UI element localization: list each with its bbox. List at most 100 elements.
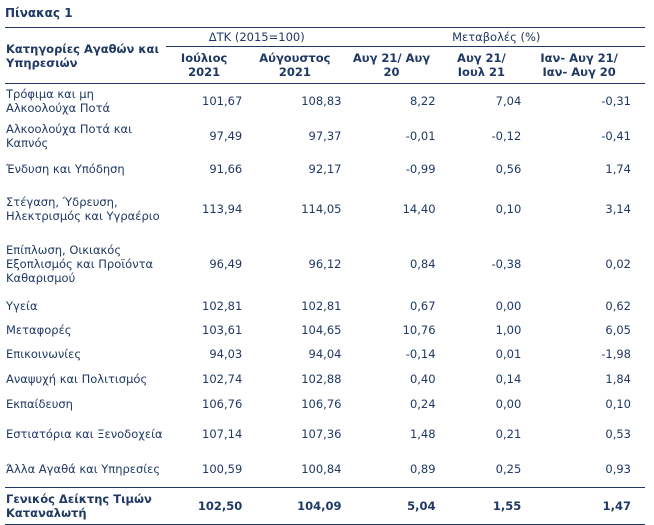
row-jul: 91,66 bbox=[209, 161, 243, 176]
row-yoy: -0,14 bbox=[405, 346, 436, 361]
row-mom: 0,00 bbox=[495, 298, 522, 313]
row-mom: 0,10 bbox=[495, 201, 522, 216]
row-ytd: 0,62 bbox=[605, 298, 631, 313]
table-row: Αλκοολούχα Ποτά και Καπνός 97,49 97,37 -0,0… bbox=[5, 118, 645, 154]
row-ytd: 1,84 bbox=[605, 371, 631, 386]
row-category: Ένδυση και Υπόδηση bbox=[6, 161, 125, 176]
header-row-columns: Ιούλιος 2021 Αύγουστος 2021 Αυγ 21/ Αυγ … bbox=[5, 46, 645, 84]
row-yoy: 0,84 bbox=[409, 256, 436, 271]
row-aug: 102,81 bbox=[301, 298, 342, 313]
table-row: Τρόφιμα και μη Αλκοολούχα Ποτά 101,67 108,… bbox=[5, 84, 645, 118]
row-aug: 106,76 bbox=[301, 396, 342, 411]
row-aug: 114,05 bbox=[301, 201, 342, 216]
header-col-jul: Ιούλιος 2021 bbox=[166, 46, 249, 84]
cpi-table: Κατηγορίες Αγαθών και Υπηρεσιών ΔΤΚ (201… bbox=[5, 27, 645, 525]
table-row: Υγεία 102,81 102,81 0,67 0,00 0,62 bbox=[5, 294, 645, 318]
row-jul: 100,59 bbox=[202, 462, 243, 477]
row-mom: 0,14 bbox=[495, 371, 522, 386]
row-yoy: 1,48 bbox=[409, 426, 436, 441]
row-category: Εστιατόρια και Ξενοδοχεία bbox=[6, 426, 163, 441]
row-category: Άλλα Αγαθά και Υπηρεσίες bbox=[6, 462, 161, 477]
header-row-groups: Κατηγορίες Αγαθών και Υπηρεσιών ΔΤΚ (201… bbox=[5, 27, 645, 84]
row-mom: 1,00 bbox=[495, 322, 522, 337]
table-row: Μεταφορές 103,61 104,65 10,76 1,00 6,05 bbox=[5, 318, 645, 342]
row-aug: 108,83 bbox=[301, 93, 342, 108]
row-aug: 100,84 bbox=[301, 462, 342, 477]
row-yoy: 10,76 bbox=[402, 322, 436, 337]
total-category: Γενικός Δείκτης Τιμών Καταναλωτή bbox=[5, 487, 167, 525]
row-category: Στέγαση, Ύδρευση, Ηλεκτρισμός και Υγραέρ… bbox=[6, 194, 160, 223]
row-yoy: 0,67 bbox=[409, 298, 436, 313]
row-ytd: -0,31 bbox=[601, 93, 631, 108]
row-jul: 103,61 bbox=[202, 322, 243, 337]
row-mom: 0,00 bbox=[495, 396, 522, 411]
row-yoy: -0,01 bbox=[405, 128, 436, 143]
row-jul: 101,67 bbox=[202, 93, 243, 108]
row-aug: 94,04 bbox=[308, 346, 342, 361]
row-ytd: 0,93 bbox=[605, 462, 631, 477]
row-aug: 97,37 bbox=[308, 128, 342, 143]
total-ytd: 1,47 bbox=[527, 487, 645, 525]
table-row: Αναψυχή και Πολιτισμός 102,74 102,88 0,40 0,… bbox=[5, 366, 645, 392]
total-jul: 102,50 bbox=[166, 487, 249, 525]
row-yoy: 0,89 bbox=[409, 462, 436, 477]
row-category: Επίπλωση, Οικιακός Εξοπλισμός και Προϊόν… bbox=[6, 242, 154, 285]
row-mom: -0,12 bbox=[491, 128, 522, 143]
row-ytd: 0,10 bbox=[605, 396, 631, 411]
row-yoy: 14,40 bbox=[402, 201, 436, 216]
header-col-ytd: Ιαν- Αυγ 21/ Ιαν- Αυγ 20 bbox=[527, 46, 645, 84]
row-jul: 113,94 bbox=[202, 201, 243, 216]
row-mom: 7,04 bbox=[495, 93, 522, 108]
row-jul: 96,49 bbox=[209, 256, 243, 271]
row-mom: 0,01 bbox=[495, 346, 522, 361]
row-yoy: 8,22 bbox=[409, 93, 436, 108]
row-category: Αναψυχή και Πολιτισμός bbox=[6, 371, 148, 386]
row-aug: 102,88 bbox=[301, 371, 342, 386]
row-ytd: 1,74 bbox=[605, 161, 631, 176]
row-mom: 0,56 bbox=[495, 161, 522, 176]
row-aug: 92,17 bbox=[308, 161, 342, 176]
table-title: Πίνακας 1 bbox=[5, 6, 73, 20]
row-yoy: -0,99 bbox=[405, 161, 436, 176]
table-row: Στέγαση, Ύδρευση, Ηλεκτρισμός και Υγραέρ… bbox=[5, 184, 645, 234]
header-group-index: ΔΤΚ (2015=100) bbox=[166, 27, 348, 47]
row-jul: 106,76 bbox=[202, 396, 243, 411]
table-row: Άλλα Αγαθά και Υπηρεσίες 100,59 100,84 0,89… bbox=[5, 452, 645, 488]
header-col-aug: Αύγουστος 2021 bbox=[248, 46, 348, 84]
row-ytd: 6,05 bbox=[605, 322, 631, 337]
row-jul: 97,49 bbox=[209, 128, 243, 143]
table-body: Τρόφιμα και μη Αλκοολούχα Ποτά 101,67 108,… bbox=[5, 84, 645, 488]
row-aug: 96,12 bbox=[308, 256, 342, 271]
row-ytd: 3,14 bbox=[605, 201, 631, 216]
table-row: Ένδυση και Υπόδηση 91,66 92,17 -0,99 0,56 1,7… bbox=[5, 154, 645, 184]
row-jul: 102,74 bbox=[202, 371, 243, 386]
table-row: Επίπλωση, Οικιακός Εξοπλισμός και Προϊόν… bbox=[5, 234, 645, 294]
row-yoy: 0,40 bbox=[409, 371, 436, 386]
row-mom: 0,21 bbox=[495, 426, 522, 441]
total-aug: 104,09 bbox=[248, 487, 348, 525]
table-row: Εκπαίδευση 106,76 106,76 0,24 0,00 0,10 bbox=[5, 392, 645, 416]
row-jul: 102,81 bbox=[202, 298, 243, 313]
total-mom: 1,55 bbox=[441, 487, 528, 525]
row-aug: 107,36 bbox=[301, 426, 342, 441]
header-col-mom: Αυγ 21/ Ιουλ 21 bbox=[441, 46, 528, 84]
row-aug: 104,65 bbox=[301, 322, 342, 337]
table-row: Επικοινωνίες 94,03 94,04 -0,14 0,01 -1,98 bbox=[5, 342, 645, 366]
row-ytd: -1,98 bbox=[601, 346, 631, 361]
total-yoy: 5,04 bbox=[347, 487, 442, 525]
row-mom: 0,25 bbox=[495, 462, 522, 477]
row-mom: -0,38 bbox=[491, 256, 522, 271]
row-ytd: -0,41 bbox=[601, 128, 631, 143]
header-col-yoy: Αυγ 21/ Αυγ 20 bbox=[347, 46, 442, 84]
total-row: Γενικός Δείκτης Τιμών Καταναλωτή 102,50 … bbox=[5, 487, 645, 525]
row-category: Μεταφορές bbox=[6, 322, 72, 337]
row-category: Αλκοολούχα Ποτά και Καπνός bbox=[6, 121, 132, 150]
header-category: Κατηγορίες Αγαθών και Υπηρεσιών bbox=[5, 27, 167, 84]
row-jul: 94,03 bbox=[209, 346, 243, 361]
row-category: Τρόφιμα και μη Αλκοολούχα Ποτά bbox=[6, 86, 111, 115]
row-category: Επικοινωνίες bbox=[6, 346, 82, 361]
row-category: Εκπαίδευση bbox=[6, 396, 73, 411]
row-ytd: 0,53 bbox=[605, 426, 631, 441]
row-category: Υγεία bbox=[6, 298, 38, 313]
row-yoy: 0,24 bbox=[409, 396, 436, 411]
